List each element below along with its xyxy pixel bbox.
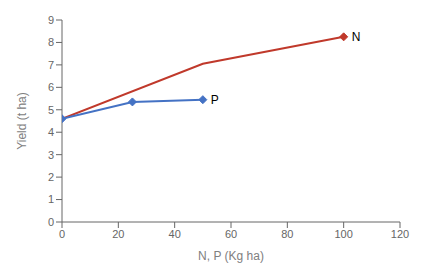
svg-text:9: 9 xyxy=(48,14,54,26)
svg-text:P: P xyxy=(211,93,219,107)
svg-text:80: 80 xyxy=(281,228,293,240)
svg-text:N, P (Kg ha): N, P (Kg ha) xyxy=(198,249,264,263)
svg-text:40: 40 xyxy=(169,228,181,240)
svg-text:6: 6 xyxy=(48,81,54,93)
svg-text:4: 4 xyxy=(48,126,54,138)
svg-text:60: 60 xyxy=(225,228,237,240)
svg-text:1: 1 xyxy=(48,193,54,205)
svg-text:Yield (t ha): Yield (t ha) xyxy=(15,92,29,150)
svg-text:100: 100 xyxy=(334,228,352,240)
svg-text:8: 8 xyxy=(48,36,54,48)
svg-text:3: 3 xyxy=(48,149,54,161)
svg-text:5: 5 xyxy=(48,104,54,116)
svg-text:0: 0 xyxy=(48,216,54,228)
svg-text:0: 0 xyxy=(59,228,65,240)
svg-text:N: N xyxy=(352,30,361,44)
svg-text:120: 120 xyxy=(391,228,409,240)
svg-text:7: 7 xyxy=(48,59,54,71)
svg-text:20: 20 xyxy=(112,228,124,240)
svg-text:2: 2 xyxy=(48,171,54,183)
